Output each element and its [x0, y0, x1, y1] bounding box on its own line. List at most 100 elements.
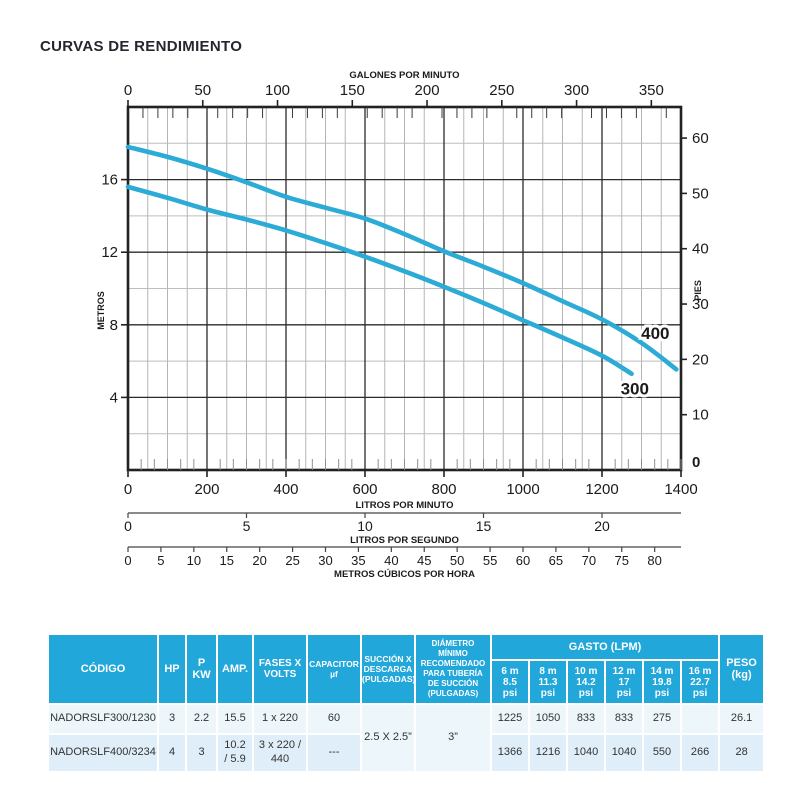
svg-text:75: 75 [615, 553, 629, 568]
svg-text:55: 55 [483, 553, 497, 568]
header-gasto-16m: 16 m 22.7 psi [682, 661, 719, 703]
cell-gasto-6m: 1366 [492, 735, 528, 771]
svg-text:400: 400 [273, 481, 298, 498]
svg-text:0: 0 [124, 518, 132, 534]
svg-text:12: 12 [101, 244, 118, 261]
svg-text:100: 100 [265, 82, 290, 99]
header-hp: HP [159, 635, 185, 703]
svg-text:600: 600 [352, 481, 377, 498]
cell-amp: 10.2 / 5.9 [218, 735, 252, 771]
svg-text:150: 150 [340, 82, 365, 99]
cell-gasto-12m: 833 [606, 705, 642, 733]
svg-text:40: 40 [384, 553, 398, 568]
svg-text:50: 50 [692, 185, 709, 202]
svg-text:8: 8 [110, 317, 118, 334]
header-fases: FASES X VOLTS [254, 635, 306, 703]
svg-text:GALONES POR MINUTO: GALONES POR MINUTO [349, 70, 459, 81]
svg-text:350: 350 [639, 82, 664, 99]
header-diametro: DIÁMETRO MÍNIMO RECOMENDADO PARA TUBERÍA… [416, 635, 490, 703]
svg-text:LITROS POR MINUTO: LITROS POR MINUTO [356, 500, 454, 511]
svg-text:4: 4 [110, 389, 118, 406]
header-gasto-12m: 12 m 17 psi [606, 661, 642, 703]
svg-text:METROS CÚBICOS POR HORA: METROS CÚBICOS POR HORA [334, 568, 475, 580]
svg-text:16: 16 [101, 172, 118, 189]
cell-pkw: 2.2 [187, 705, 216, 733]
header-gasto-8m: 8 m 11.3 psi [530, 661, 566, 703]
svg-text:0: 0 [124, 553, 131, 568]
svg-text:20: 20 [692, 351, 709, 368]
svg-text:80: 80 [647, 553, 661, 568]
pump-spec-table-wrap: CÓDIGO HP P KW AMP. FASES X VOLTS CAPACI… [47, 633, 764, 773]
svg-text:10: 10 [187, 553, 201, 568]
svg-text:20: 20 [252, 553, 266, 568]
svg-text:60: 60 [692, 130, 709, 147]
performance-chart: 0 50 100 150 200 250 300 350 GALONES POR MINUTO 0… [96, 70, 709, 580]
table-row-nadorslf400: NADORSLF400/3234 4 3 10.2 / 5.9 3 x 220 … [49, 735, 764, 771]
svg-text:800: 800 [431, 481, 456, 498]
svg-text:25: 25 [285, 553, 299, 568]
svg-text:5: 5 [157, 553, 164, 568]
header-capacitor: CAPACITOR µf [308, 635, 360, 703]
svg-text:50: 50 [194, 82, 211, 99]
svg-text:60: 60 [516, 553, 530, 568]
cell-fases: 3 x 220 / 440 [254, 735, 306, 771]
svg-text:10: 10 [357, 518, 373, 534]
cell-gasto-8m: 1050 [530, 705, 566, 733]
svg-text:1400: 1400 [664, 481, 697, 498]
svg-text:1200: 1200 [585, 481, 618, 498]
cell-gasto-16m [682, 705, 719, 733]
svg-text:200: 200 [415, 82, 440, 99]
svg-text:10: 10 [692, 407, 709, 424]
svg-text:0: 0 [124, 481, 132, 498]
cell-codigo: NADORSLF300/1230 [49, 705, 157, 733]
svg-text:1000: 1000 [506, 481, 539, 498]
cell-gasto-14m: 550 [644, 735, 680, 771]
cell-succion-merged: 2.5 X 2.5” [362, 705, 414, 771]
svg-text:LITROS POR SEGUNDO: LITROS POR SEGUNDO [350, 535, 459, 546]
svg-text:PIES: PIES [693, 280, 703, 301]
curve-label-300: 300 [621, 379, 649, 398]
svg-text:5: 5 [243, 518, 251, 534]
header-peso: PESO (kg) [720, 635, 764, 703]
svg-text:200: 200 [194, 481, 219, 498]
cell-gasto-10m: 833 [568, 705, 604, 733]
cell-codigo: NADORSLF400/3234 [49, 735, 157, 771]
svg-text:250: 250 [489, 82, 514, 99]
header-amp: AMP. [218, 635, 252, 703]
cell-gasto-16m: 266 [682, 735, 719, 771]
svg-text:300: 300 [564, 82, 589, 99]
header-codigo: CÓDIGO [49, 635, 157, 703]
header-gasto-10m: 10 m 14.2 psi [568, 661, 604, 703]
svg-text:20: 20 [594, 518, 610, 534]
cell-fases: 1 x 220 [254, 705, 306, 733]
cell-diametro-merged: 3” [416, 705, 490, 771]
cell-gasto-14m: 275 [644, 705, 680, 733]
cell-peso: 28 [720, 735, 764, 771]
svg-text:65: 65 [549, 553, 563, 568]
svg-text:45: 45 [417, 553, 431, 568]
cell-capacitor: --- [308, 735, 360, 771]
cell-capacitor: 60 [308, 705, 360, 733]
cell-amp: 15.5 [218, 705, 252, 733]
page-title: CURVAS DE RENDIMIENTO [40, 38, 243, 55]
cell-pkw: 3 [187, 735, 216, 771]
svg-text:50: 50 [450, 553, 464, 568]
header-pkw: P KW [187, 635, 216, 703]
curve-400 [125, 144, 679, 372]
header-gasto-14m: 14 m 19.8 psi [644, 661, 680, 703]
header-gasto-6m: 6 m 8.5 psi [492, 661, 528, 703]
svg-text:35: 35 [351, 553, 365, 568]
svg-text:70: 70 [582, 553, 596, 568]
cell-gasto-12m: 1040 [606, 735, 642, 771]
svg-text:30: 30 [692, 296, 709, 313]
curve-label-400: 400 [641, 324, 669, 343]
cell-gasto-8m: 1216 [530, 735, 566, 771]
curve-300 [125, 184, 634, 377]
cell-gasto-6m: 1225 [492, 705, 528, 733]
header-succion: SUCCIÓN X DESCARGA (PULGADAS) [362, 635, 414, 703]
cell-hp: 3 [159, 705, 185, 733]
svg-text:0: 0 [692, 454, 700, 471]
pump-spec-table: CÓDIGO HP P KW AMP. FASES X VOLTS CAPACI… [47, 633, 765, 773]
